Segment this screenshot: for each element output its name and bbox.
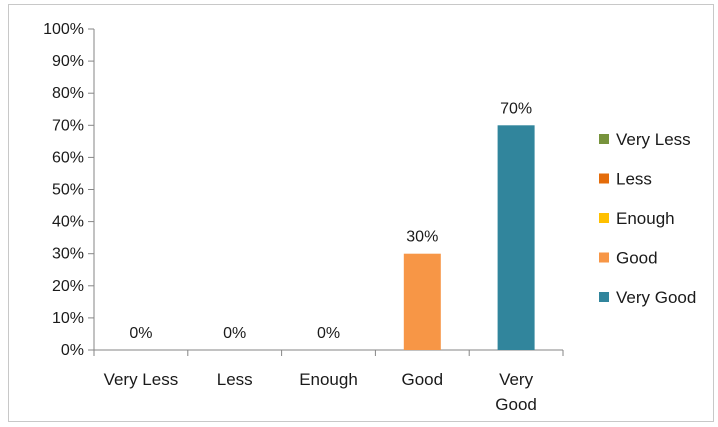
y-tick-label: 60% [52,149,84,166]
x-tick-label: Enough [299,370,358,389]
y-tick-label: 0% [61,342,84,359]
data-label: 0% [129,325,152,342]
y-tick-label: 30% [52,246,84,263]
data-label: 70% [500,100,532,117]
bar-very-good [497,125,535,350]
x-tick-label: Very Less [104,370,179,389]
data-label: 0% [223,325,246,342]
y-tick-label: 80% [52,85,84,102]
bar-good [403,253,441,350]
y-axis: 0% 10% 20% 30% 40% 50% 60% 70% 80% 90% 100% [43,21,95,359]
legend-entry-label: Less [616,170,652,189]
y-tick-label: 100% [43,21,84,38]
y-tick-label: 40% [52,214,84,231]
data-labels: 0% 0% 0% 30% 70% [129,100,532,342]
bars [403,125,535,350]
legend: Very Less Less Enough Good Very Good [599,130,696,307]
chart-frame [8,4,714,422]
y-tick-label: 70% [52,117,84,134]
x-tick-label: Very Good [495,370,537,414]
legend-entry-label: Enough [616,209,675,228]
legend-entry-label: Very Good [616,288,696,307]
legend-swatch [599,134,609,144]
legend-swatch [599,213,609,223]
y-tick-label: 90% [52,53,84,70]
legend-entry-label: Very Less [616,130,691,149]
y-tick-label: 50% [52,182,84,199]
legend-swatch [599,252,609,263]
legend-swatch [599,292,609,302]
y-tick-label: 20% [52,278,84,295]
legend-entry-label: Good [616,249,658,268]
legend-swatch [599,173,609,184]
data-label: 0% [317,325,340,342]
x-axis: Very Less Less Enough Good Very Good [93,349,564,414]
data-label: 30% [406,229,438,246]
x-tick-label: Good [402,370,444,389]
y-tick-label: 10% [52,310,84,327]
x-tick-label: Less [217,370,253,389]
